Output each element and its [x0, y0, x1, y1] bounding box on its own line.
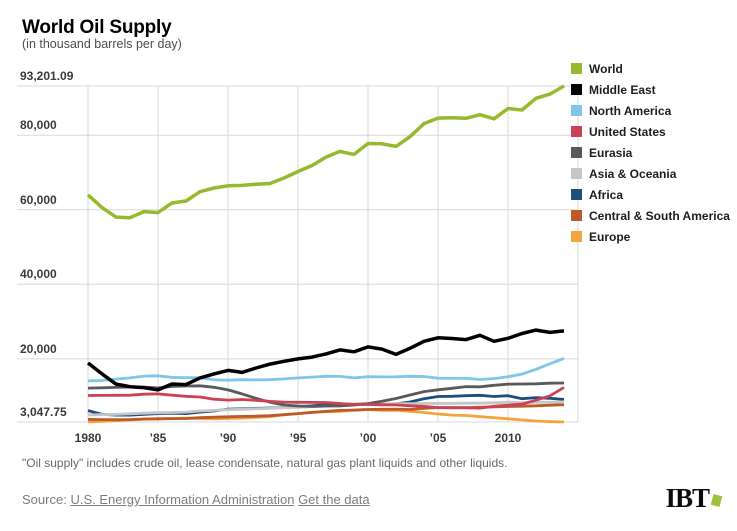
y-tick-label: 40,000 — [20, 267, 57, 282]
legend-swatch-icon — [571, 105, 582, 117]
legend-swatch-icon — [571, 147, 582, 159]
legend-label: Central & South America — [589, 208, 730, 223]
legend-swatch-icon — [571, 168, 582, 180]
legend-item-europe: Europe — [571, 228, 630, 244]
y-tick-label: 20,000 — [20, 341, 57, 356]
legend-label: North America — [589, 103, 672, 118]
legend-swatch-icon — [571, 126, 582, 138]
legend-swatch-icon — [571, 84, 582, 96]
legend-swatch-icon — [571, 231, 582, 243]
legend-swatch-icon — [571, 63, 582, 75]
legend-item-world: World — [571, 60, 623, 76]
y-tick-label: 3,047.75 — [20, 405, 67, 419]
source-link[interactable]: U.S. Energy Information Administration — [70, 492, 295, 507]
legend-item-asia-oceania: Asia & Oceania — [571, 165, 676, 181]
x-tick-label: ’95 — [289, 431, 307, 445]
chart-subtitle: (in thousand barrels per day) — [22, 37, 182, 51]
legend-item-north-america: North America — [571, 102, 671, 118]
legend-item-united-states: United States — [571, 123, 666, 139]
legend-item-africa: Africa — [571, 186, 623, 202]
legend-label: Africa — [589, 187, 624, 202]
series-line-middle-east — [86, 328, 565, 392]
x-tick-label: ’90 — [219, 431, 237, 445]
series-line-north-america — [87, 357, 565, 383]
x-tick-label: 1980 — [74, 431, 102, 445]
legend-item-eurasia: Eurasia — [571, 144, 632, 160]
legend-label: Eurasia — [589, 145, 633, 160]
ibt-logo-dot-icon — [710, 494, 723, 507]
legend-label: Europe — [589, 229, 631, 244]
ibt-logo: IBT — [665, 483, 723, 515]
legend-item-middle-east: Middle East — [571, 81, 656, 97]
y-tick-label: 80,000 — [20, 118, 57, 133]
legend-swatch-icon — [571, 210, 582, 222]
y-tick-label: 60,000 — [20, 192, 57, 207]
legend-item-central-south-america: Central & South America — [571, 207, 730, 223]
source-row: Source: U.S. Energy Information Administ… — [22, 492, 370, 507]
legend-label: World — [589, 61, 623, 76]
source-label: Source: — [22, 492, 67, 507]
ibt-logo-text: IBT — [665, 483, 710, 513]
legend-swatch-icon — [571, 189, 582, 201]
get-the-data-link[interactable]: Get the data — [298, 492, 370, 507]
series-line-united-states — [87, 386, 565, 410]
legend-label: Middle East — [589, 82, 656, 97]
x-tick-label: ’05 — [429, 431, 447, 445]
legend-label: Asia & Oceania — [589, 166, 677, 181]
legend-label: United States — [589, 124, 666, 139]
y-tick-label: 93,201.09 — [20, 69, 74, 83]
series-line-world — [86, 84, 565, 220]
x-tick-label: 2010 — [494, 431, 522, 445]
x-tick-label: ’85 — [149, 431, 167, 445]
chart-title: World Oil Supply — [22, 16, 172, 38]
x-tick-label: ’00 — [359, 431, 377, 445]
footnote: "Oil supply" includes crude oil, lease c… — [22, 456, 508, 470]
